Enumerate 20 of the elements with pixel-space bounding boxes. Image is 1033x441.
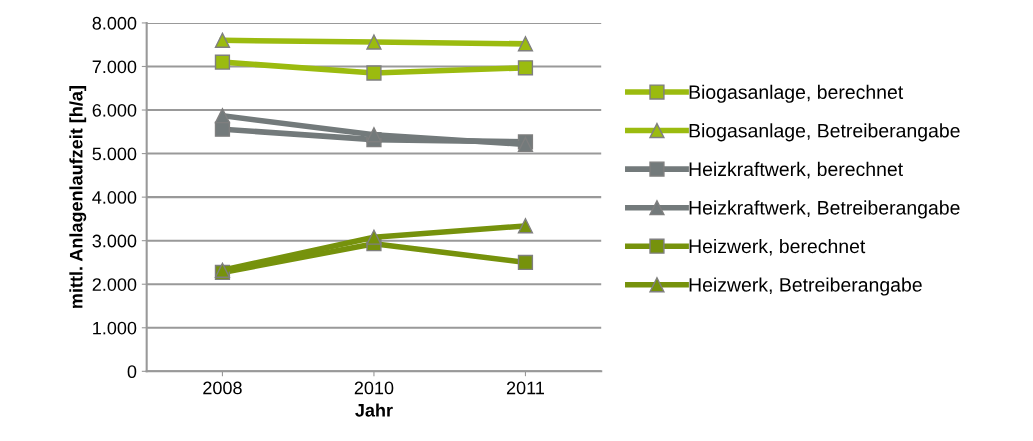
y-tick-label: 5.000 <box>92 147 137 161</box>
x-tick-label: 2011 <box>506 381 544 395</box>
y-tick-label: 8.000 <box>92 16 137 30</box>
y-tick-label: 1.000 <box>93 321 137 335</box>
y-tick-label: 6.000 <box>92 103 137 117</box>
legend-label: Biogasanlage, Betreiberangabe <box>689 123 960 142</box>
y-tick-label: 4.000 <box>92 191 137 204</box>
y-tick-label: 7.000 <box>92 60 137 74</box>
x-tick-label: 2008 <box>203 381 242 395</box>
legend-label: Heizwerk, Betreiberangabe <box>689 277 922 296</box>
legend-label: Heizkraftwerk, berechnet <box>689 161 903 179</box>
x-tick-label: 2010 <box>354 381 394 395</box>
y-axis-title: mittl. Anlagenlaufzeit [h/a] <box>69 86 87 308</box>
legend-label: Heizwerk, berechnet <box>689 238 866 256</box>
legend-label: Heizkraftwerk, Betreiberangabe <box>689 200 960 219</box>
legend-label: Biogasanlage, berechnet <box>689 84 904 103</box>
y-tick-label: 3.000 <box>92 234 137 248</box>
y-tick-label: 2.000 <box>92 278 137 291</box>
y-tick-label: 0 <box>127 365 137 379</box>
x-axis-title: Jahr <box>355 403 393 417</box>
